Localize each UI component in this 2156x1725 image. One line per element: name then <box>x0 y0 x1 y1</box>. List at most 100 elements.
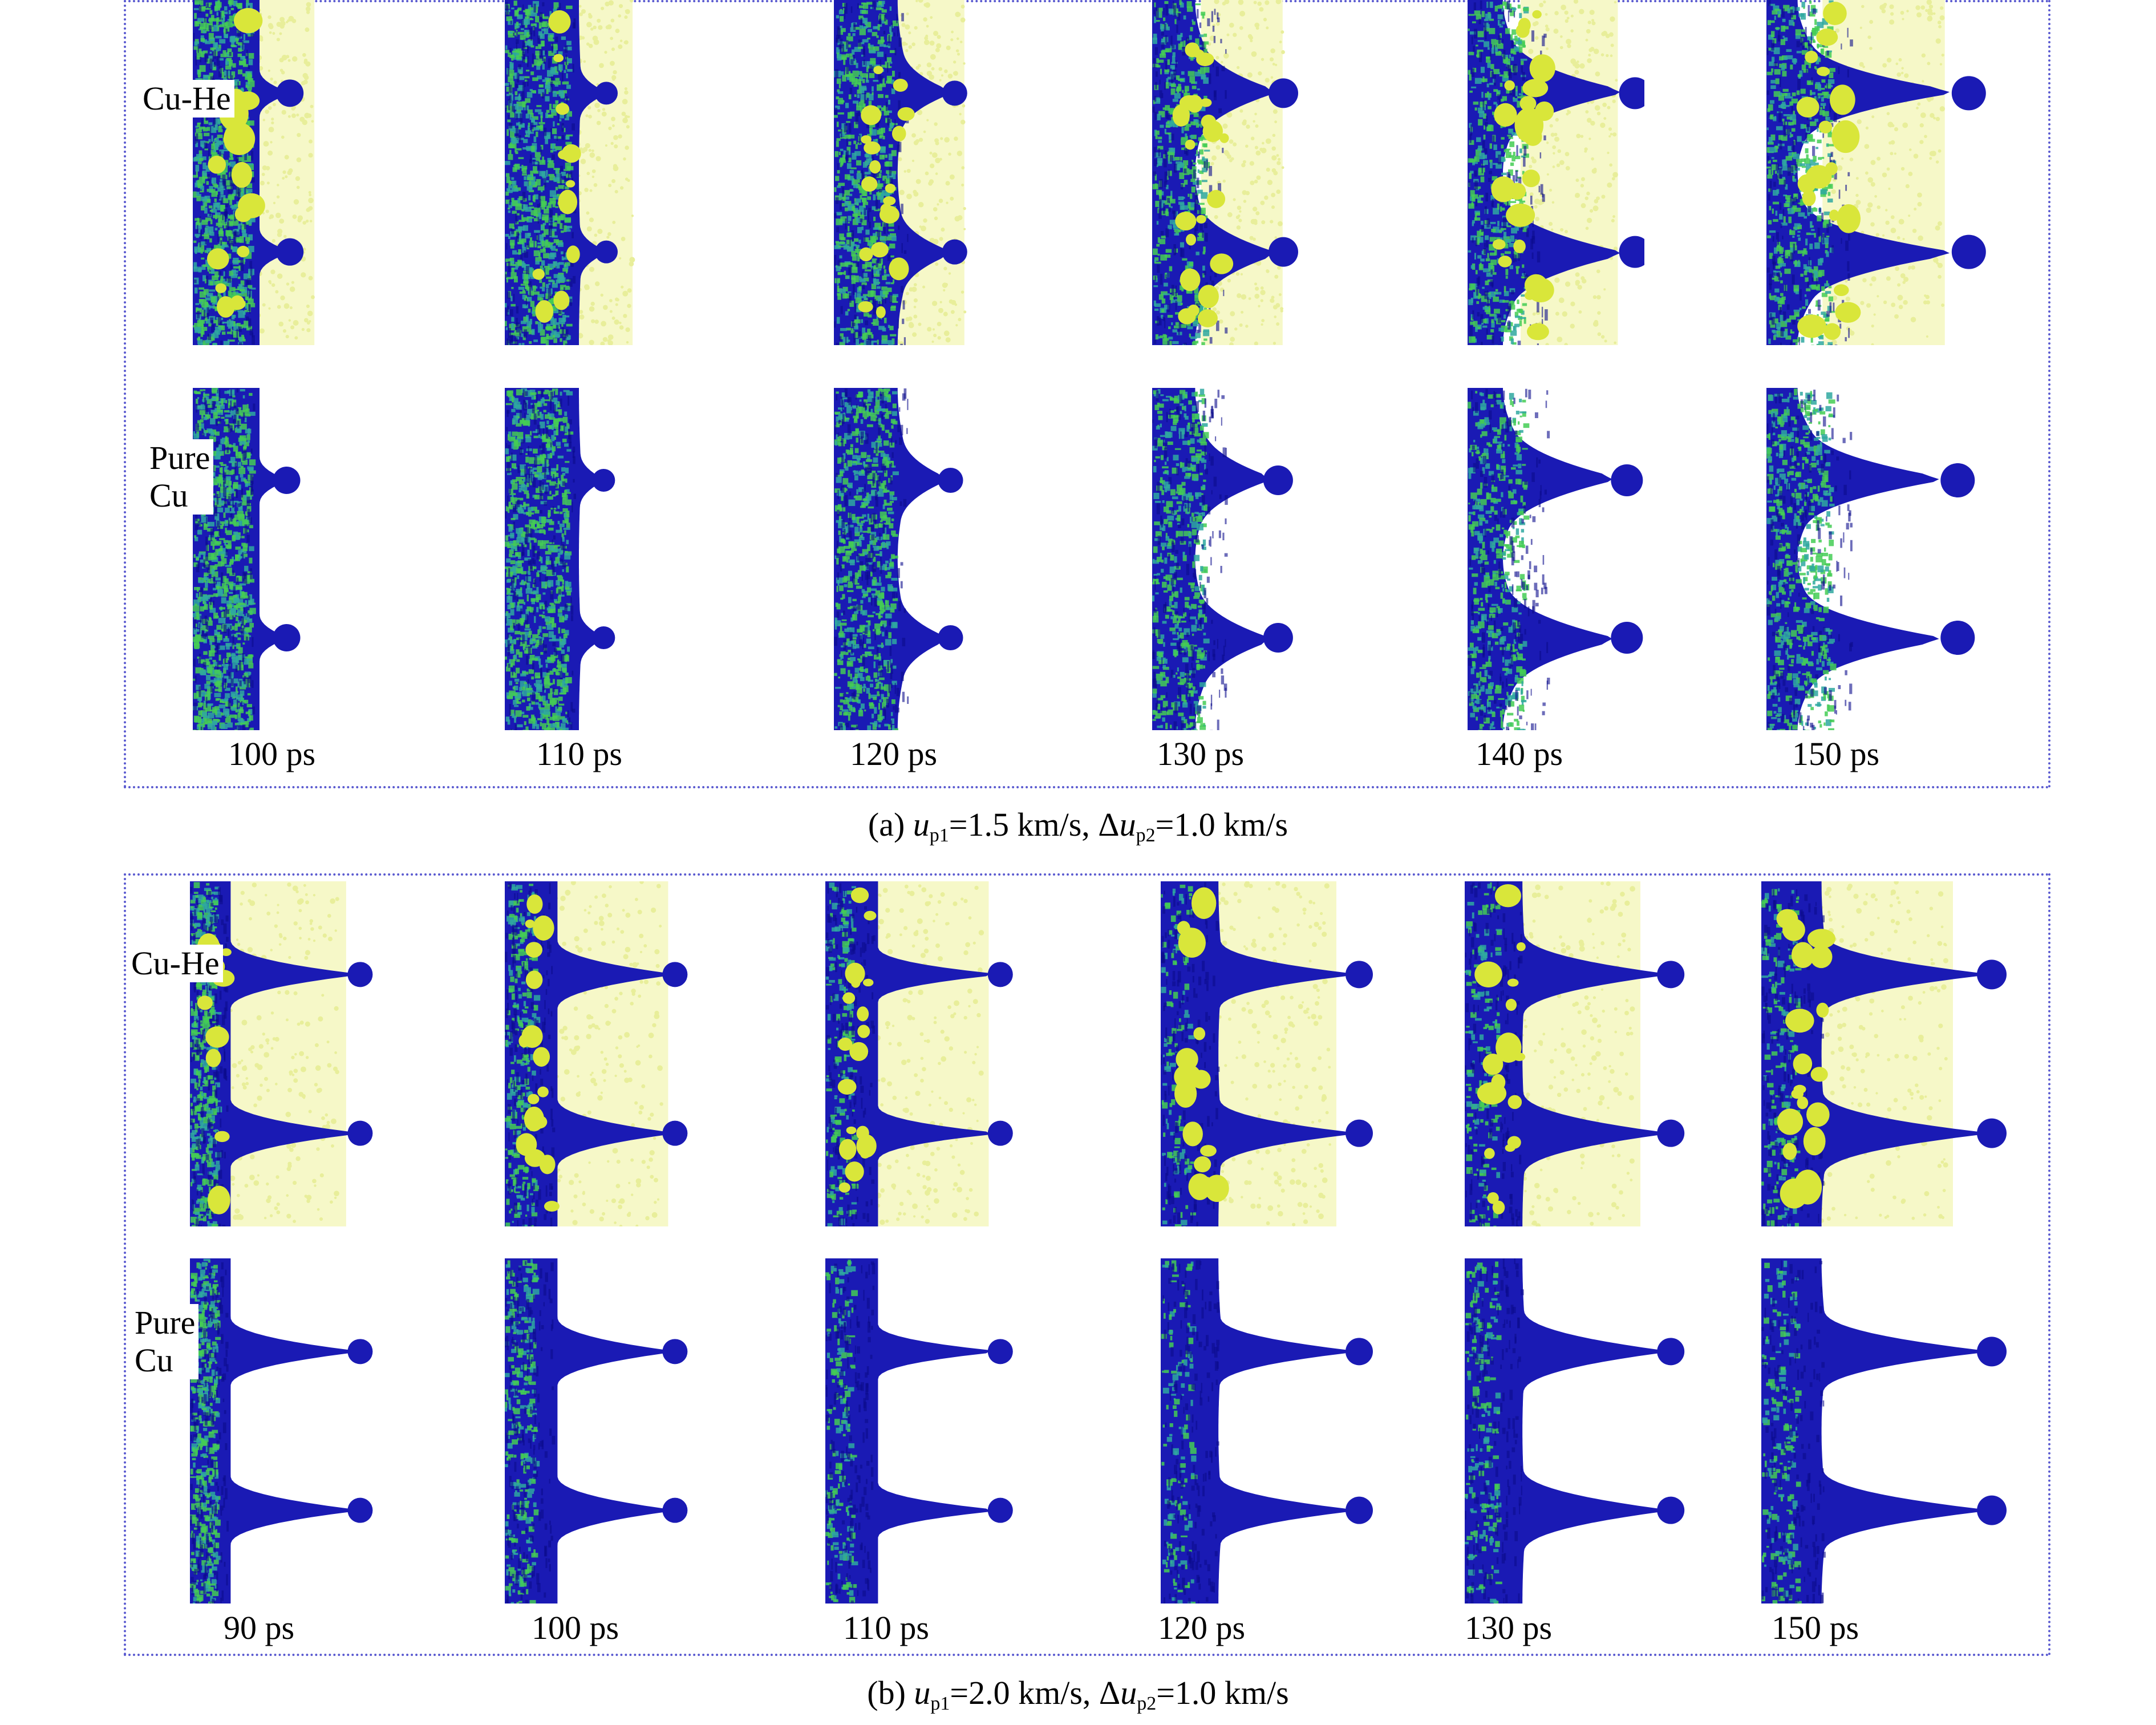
disorder-speck <box>553 667 556 672</box>
lattice-defect <box>542 639 545 650</box>
disorder-speck <box>555 206 558 208</box>
disorder-speck <box>246 658 253 661</box>
disorder-speck <box>565 677 572 683</box>
disorder-speck <box>540 60 544 63</box>
lattice-defect <box>545 576 548 581</box>
disorder-speck <box>548 264 554 269</box>
disorder-speck <box>201 221 208 225</box>
disorder-speck <box>510 303 516 307</box>
disorder-speck <box>229 470 233 475</box>
disorder-speck <box>233 531 238 537</box>
disorder-speck <box>551 43 558 46</box>
lattice-defect <box>242 572 245 581</box>
disorder-speck <box>536 179 541 186</box>
helium-speck <box>937 336 941 340</box>
disorder-speck <box>216 586 222 590</box>
disorder-speck <box>521 321 526 325</box>
disorder-speck <box>209 126 217 133</box>
disorder-speck <box>530 607 534 613</box>
disorder-speck <box>861 220 867 226</box>
helium-speck <box>275 212 281 218</box>
disorder-speck <box>509 333 516 336</box>
disorder-speck <box>554 722 560 728</box>
disorder-speck <box>525 576 532 582</box>
lattice-defect <box>228 189 231 194</box>
lattice-defect <box>200 56 201 63</box>
disorder-speck <box>545 620 551 625</box>
disorder-speck <box>194 0 201 5</box>
helium-speck <box>957 52 961 56</box>
disorder-speck <box>514 704 519 707</box>
helium-speck <box>906 12 909 15</box>
disorder-speck <box>194 617 200 619</box>
disorder-speck <box>225 701 229 706</box>
helium-speck <box>929 151 933 155</box>
disorder-speck <box>508 76 514 83</box>
lattice-defect <box>233 586 236 595</box>
disorder-speck <box>566 279 571 282</box>
disorder-speck <box>838 159 846 163</box>
disorder-speck <box>207 404 213 408</box>
lattice-defect <box>229 51 232 56</box>
disorder-speck <box>552 618 554 626</box>
disorder-speck <box>246 189 253 196</box>
lattice-defect <box>241 488 243 498</box>
disorder-speck <box>248 234 253 241</box>
lattice-defect <box>561 544 565 550</box>
lattice-defect <box>239 680 242 687</box>
disorder-speck <box>234 204 239 207</box>
disorder-speck <box>219 39 226 44</box>
helium-speck <box>926 119 929 122</box>
lattice-defect <box>544 178 546 188</box>
disorder-speck <box>242 404 247 411</box>
helium-speck <box>585 114 589 118</box>
helium-speck <box>588 43 593 48</box>
disorder-speck <box>544 399 550 402</box>
disorder-speck <box>519 419 525 423</box>
lattice-defect <box>508 115 510 120</box>
disorder-speck <box>201 516 208 523</box>
lattice-defect <box>208 148 210 157</box>
helium-speck <box>943 289 946 291</box>
helium-speck <box>605 25 610 30</box>
disorder-speck <box>848 176 854 181</box>
disorder-speck <box>521 214 524 220</box>
lattice-defect <box>521 439 525 444</box>
disorder-speck <box>200 0 204 6</box>
lattice-defect <box>218 315 221 324</box>
lattice-defect <box>553 535 556 540</box>
disorder-speck <box>234 634 236 637</box>
disorder-speck <box>507 695 513 699</box>
helium-speck <box>271 283 275 287</box>
disorder-speck <box>236 603 242 609</box>
disorder-speck <box>554 511 560 514</box>
disorder-speck <box>211 568 215 575</box>
disorder-speck <box>229 654 236 657</box>
lattice-defect <box>201 630 204 638</box>
disorder-speck <box>537 718 542 720</box>
disorder-speck <box>510 272 517 279</box>
lattice-defect <box>517 545 519 550</box>
lattice-defect <box>509 488 511 495</box>
lattice-defect <box>252 332 254 338</box>
disorder-speck <box>204 524 209 527</box>
disorder-speck <box>560 70 562 72</box>
disorder-speck <box>553 715 560 721</box>
lattice-defect <box>573 479 575 483</box>
disorder-speck <box>216 319 218 326</box>
lattice-defect <box>232 497 234 508</box>
disorder-speck <box>223 666 228 670</box>
lattice-defect <box>505 511 507 519</box>
disorder-speck <box>242 553 248 557</box>
helium-speck <box>579 12 583 17</box>
lattice-defect <box>570 597 572 606</box>
disorder-speck <box>209 209 213 212</box>
helium-speck <box>311 120 314 123</box>
helium-speck <box>591 319 595 323</box>
lattice-defect <box>545 487 548 495</box>
disorder-speck <box>525 456 529 463</box>
disorder-speck <box>522 217 529 221</box>
disorder-speck <box>533 691 538 694</box>
disorder-speck <box>533 250 540 257</box>
disorder-speck <box>208 76 212 81</box>
